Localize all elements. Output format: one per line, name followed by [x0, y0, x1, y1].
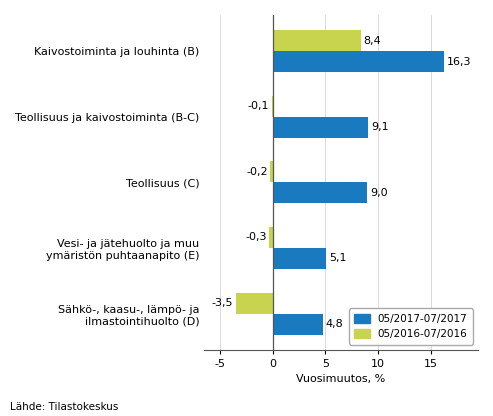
Bar — [236, 292, 273, 314]
Text: 16,3: 16,3 — [447, 57, 471, 67]
Legend: 05/2017-07/2017, 05/2016-07/2016: 05/2017-07/2017, 05/2016-07/2016 — [349, 309, 473, 344]
Text: 8,4: 8,4 — [364, 36, 382, 46]
X-axis label: Vuosimuutos, %: Vuosimuutos, % — [296, 374, 386, 384]
Bar — [273, 182, 367, 203]
Text: -0,1: -0,1 — [247, 102, 269, 111]
Text: -3,5: -3,5 — [211, 298, 233, 308]
Bar — [273, 248, 326, 269]
Text: -0,3: -0,3 — [246, 233, 267, 243]
Bar — [273, 314, 323, 334]
Bar — [273, 117, 368, 138]
Bar — [273, 51, 444, 72]
Bar — [273, 30, 361, 51]
Text: -0,2: -0,2 — [246, 167, 268, 177]
Text: 5,1: 5,1 — [329, 253, 347, 263]
Text: 9,1: 9,1 — [371, 122, 388, 132]
Bar — [272, 96, 273, 117]
Text: 4,8: 4,8 — [326, 319, 344, 329]
Text: Lähde: Tilastokeskus: Lähde: Tilastokeskus — [10, 402, 118, 412]
Bar — [269, 227, 273, 248]
Bar — [271, 161, 273, 182]
Text: 9,0: 9,0 — [370, 188, 387, 198]
